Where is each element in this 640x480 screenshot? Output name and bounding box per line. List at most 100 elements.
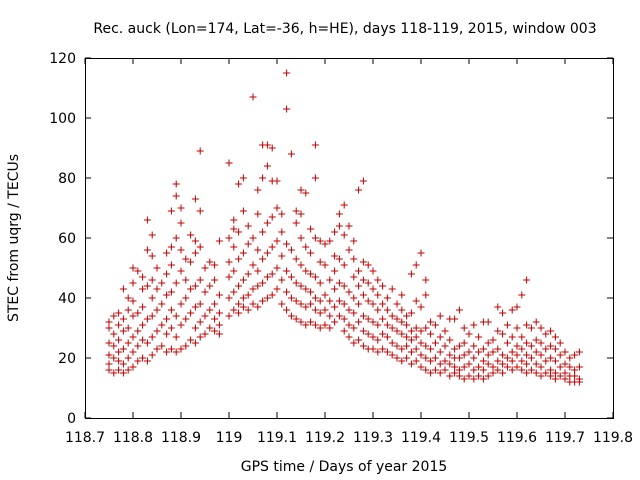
y-axis: 0 20 40 60 80 100 120 (49, 51, 613, 427)
data-point (153, 345, 161, 353)
data-point (513, 342, 521, 350)
data-point (311, 174, 319, 182)
data-point (412, 297, 420, 305)
data-point (316, 309, 324, 317)
data-point (388, 324, 396, 332)
data-point (244, 306, 252, 314)
data-point (124, 324, 132, 332)
data-point (196, 207, 204, 215)
data-point (283, 288, 291, 296)
data-point (475, 372, 483, 380)
data-point (403, 354, 411, 362)
x-axis: 118.7 118.8 118.9 119 119.1 119.2 119.3 119.4 11… (65, 58, 633, 446)
data-point (532, 318, 540, 326)
data-point (311, 294, 319, 302)
chart-title: Rec. auck (Lon=174, Lat=-36, h=HE), days… (93, 21, 596, 37)
data-point (172, 348, 180, 356)
data-point (230, 225, 238, 233)
data-point (225, 159, 233, 167)
data-point (441, 357, 449, 365)
data-point (115, 336, 123, 344)
data-point (379, 315, 387, 323)
data-point (393, 354, 401, 362)
x-tick-label: 119.3 (353, 430, 393, 446)
data-point (148, 294, 156, 302)
data-point (110, 354, 118, 362)
data-point (225, 273, 233, 281)
data-point (460, 324, 468, 332)
data-point (263, 273, 271, 281)
data-point (331, 285, 339, 293)
data-point (206, 282, 214, 290)
data-point (499, 351, 507, 359)
data-point (359, 291, 367, 299)
data-point (263, 219, 271, 227)
data-point (326, 276, 334, 284)
data-point (211, 276, 219, 284)
data-point (436, 312, 444, 320)
data-point (167, 345, 175, 353)
data-point (359, 312, 367, 320)
data-point (345, 288, 353, 296)
data-point (412, 357, 420, 365)
data-point (225, 258, 233, 266)
data-point (470, 366, 478, 374)
data-point (187, 336, 195, 344)
data-point (307, 300, 315, 308)
data-point (441, 342, 449, 350)
data-point (335, 312, 343, 320)
data-point (398, 306, 406, 314)
data-point (249, 285, 257, 293)
data-point (278, 300, 286, 308)
data-point (369, 345, 377, 353)
data-point (527, 342, 535, 350)
data-point (292, 315, 300, 323)
data-point (494, 345, 502, 353)
data-point (302, 267, 310, 275)
data-point (230, 288, 238, 296)
data-point (134, 327, 142, 335)
data-point (119, 369, 127, 377)
data-point (489, 336, 497, 344)
data-point (124, 294, 132, 302)
y-tick-label: 100 (49, 111, 76, 127)
x-tick-label: 119.7 (545, 430, 585, 446)
data-point (283, 240, 291, 248)
data-point (129, 312, 137, 320)
data-point (571, 372, 579, 380)
data-point (460, 375, 468, 383)
data-point (379, 345, 387, 353)
data-point (355, 267, 363, 275)
data-point (547, 327, 555, 335)
data-point (398, 291, 406, 299)
data-point (551, 369, 559, 377)
x-tick-label: 119.2 (305, 430, 345, 446)
data-point (311, 141, 319, 149)
data-point (182, 294, 190, 302)
data-point (518, 333, 526, 341)
data-point (455, 372, 463, 380)
data-point (105, 318, 113, 326)
data-point (494, 357, 502, 365)
data-point (350, 339, 358, 347)
data-point (105, 324, 113, 332)
data-point (321, 306, 329, 314)
data-point (455, 366, 463, 374)
data-point (191, 339, 199, 347)
data-point (249, 234, 257, 242)
data-point (158, 321, 166, 329)
data-point (167, 243, 175, 251)
data-point (350, 324, 358, 332)
data-point (551, 375, 559, 383)
data-point (307, 249, 315, 257)
data-point (307, 225, 315, 233)
x-tick-label: 119.1 (257, 430, 297, 446)
data-point (470, 354, 478, 362)
data-point (350, 255, 358, 263)
data-point (393, 300, 401, 308)
data-point (422, 324, 430, 332)
data-point (364, 330, 372, 338)
data-point (235, 309, 243, 317)
data-point (393, 315, 401, 323)
data-point (571, 366, 579, 374)
